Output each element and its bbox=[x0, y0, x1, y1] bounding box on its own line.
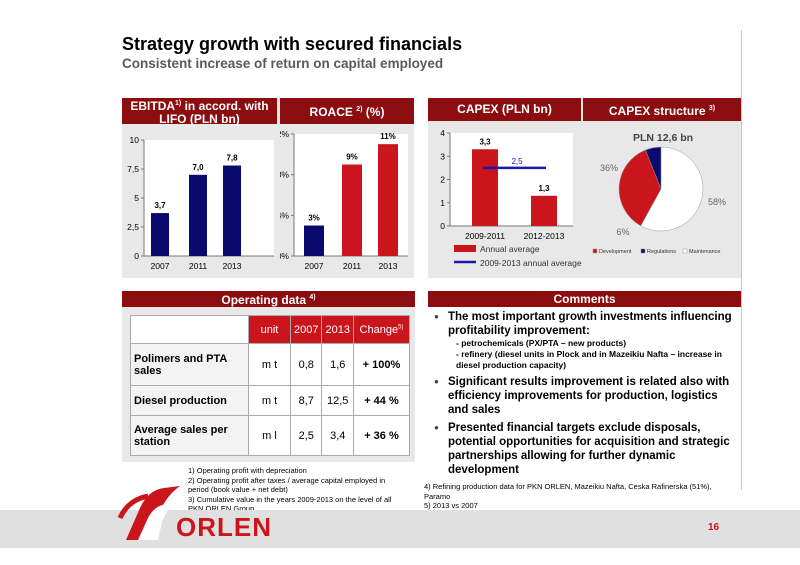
data-label: 7,0 bbox=[192, 163, 204, 172]
capex-structure-chart: PLN 12,6 bn 36% 6% 58% Development Regulation… bbox=[592, 132, 726, 255]
bar bbox=[342, 164, 362, 256]
pie-title: PLN 12,6 bn bbox=[633, 132, 693, 144]
footnotes-right: 4) Refining production data for PKN ORLE… bbox=[424, 482, 712, 510]
col-change: Change5) bbox=[352, 315, 411, 344]
data-label: 3,7 bbox=[154, 201, 166, 210]
bar bbox=[378, 144, 398, 256]
right-divider bbox=[741, 30, 742, 490]
y-tick-label: 0 bbox=[440, 221, 445, 231]
capex-chart: 0 1 2 3 4 3,3 2009-2011 1,3 2012-2013 2,5 Annual a… bbox=[440, 128, 582, 268]
x-tick-label: 2012-2013 bbox=[524, 231, 565, 241]
orlen-logo-icon bbox=[118, 486, 180, 540]
legend-swatch-bar bbox=[454, 245, 476, 252]
legend-label: 2009-2013 annual average bbox=[480, 258, 582, 268]
table-header-row: unit 2007 2013 Change5) bbox=[130, 315, 411, 344]
page-number: 16 bbox=[708, 522, 720, 533]
ebitda-chart: 0 2,5 5 7,5 10 3,7 2007 7,0 2011 7,8 2013 bbox=[127, 135, 274, 271]
data-label: 9% bbox=[346, 153, 358, 162]
bar bbox=[223, 165, 241, 256]
col-2013: 2013 bbox=[321, 315, 354, 344]
data-label: 1,3 bbox=[538, 184, 550, 193]
data-label: 3% bbox=[308, 214, 320, 223]
data-label: 3,3 bbox=[479, 137, 491, 146]
legend-swatch bbox=[640, 248, 646, 254]
table-row: Diesel production m t 8,7 12,5 + 44 % bbox=[130, 385, 411, 416]
legend-swatch bbox=[682, 248, 688, 254]
pie-slice-label: 6% bbox=[616, 227, 629, 237]
x-tick-label: 2011 bbox=[189, 261, 208, 271]
y-tick-label: 0% bbox=[280, 251, 289, 261]
pie-slice-label: 58% bbox=[708, 197, 726, 207]
page-title: Strategy growth with secured financials bbox=[122, 34, 463, 54]
legend-label: Maintenance bbox=[689, 249, 721, 255]
roace-chart: 0% 4% 8% 12% 3% 2007 9% 2011 11% 2013 bbox=[280, 129, 408, 271]
legend-label: Development bbox=[599, 249, 632, 255]
y-tick-label: 12% bbox=[280, 129, 289, 139]
bar bbox=[189, 174, 207, 256]
page-subtitle: Consistent increase of return on capital… bbox=[122, 56, 444, 71]
comments-list: The most important growth investments in… bbox=[432, 310, 740, 481]
data-label: 7,8 bbox=[226, 154, 238, 163]
bar bbox=[472, 149, 498, 226]
ebitda-header: EBITDA1) in accord. with LIFO (PLN bn) bbox=[122, 98, 277, 125]
x-tick-label: 2007 bbox=[151, 261, 170, 271]
col-unit: unit bbox=[248, 315, 291, 344]
x-tick-label: 2007 bbox=[305, 261, 324, 271]
x-tick-label: 2013 bbox=[223, 261, 242, 271]
legend-label: Annual average bbox=[480, 244, 540, 254]
legend-swatch bbox=[592, 248, 598, 254]
table-row: Polimers and PTA sales m t 0,8 1,6 + 100… bbox=[130, 343, 411, 386]
bar bbox=[531, 195, 557, 226]
list-item: Presented financial targets exclude disp… bbox=[432, 421, 740, 477]
bar bbox=[151, 213, 169, 256]
y-tick-label: 5 bbox=[134, 193, 139, 203]
y-tick-label: 2 bbox=[440, 175, 445, 185]
y-tick-label: 2,5 bbox=[127, 222, 139, 232]
col-2007: 2007 bbox=[289, 315, 323, 344]
y-tick-label: 7,5 bbox=[127, 164, 139, 174]
x-tick-label: 2009-2011 bbox=[465, 231, 505, 241]
y-tick-label: 10 bbox=[130, 135, 140, 145]
pie-slice-label: 36% bbox=[600, 163, 618, 173]
pie-slice bbox=[640, 146, 704, 232]
y-tick-label: 8% bbox=[280, 170, 289, 180]
pie-slice bbox=[645, 146, 662, 190]
y-tick-label: 4% bbox=[280, 210, 289, 220]
y-tick-label: 1 bbox=[440, 198, 445, 208]
orlen-wordmark: ORLEN bbox=[176, 512, 272, 542]
operating-data-header: Operating data 4) bbox=[122, 291, 415, 307]
y-tick-label: 4 bbox=[440, 128, 445, 138]
y-tick-label: 3 bbox=[440, 151, 445, 161]
list-item: Significant results improvement is relat… bbox=[432, 375, 740, 417]
footnotes-left: 1) Operating profit with depreciation 2)… bbox=[188, 466, 392, 513]
pie-slice bbox=[618, 149, 662, 227]
roace-header: ROACE 2) (%) bbox=[280, 98, 414, 124]
capex-structure-header: CAPEX structure 3) bbox=[583, 98, 741, 121]
x-tick-label: 2013 bbox=[379, 261, 398, 271]
x-tick-label: 2011 bbox=[343, 261, 362, 271]
legend-label: Regulations bbox=[647, 249, 676, 255]
data-label: 11% bbox=[380, 132, 396, 141]
comments-header: Comments bbox=[428, 291, 741, 307]
average-line-label: 2,5 bbox=[511, 157, 523, 166]
operating-data-table: unit 2007 2013 Change5) Polimers and PTA… bbox=[130, 315, 411, 456]
capex-header: CAPEX (PLN bn) bbox=[428, 98, 581, 121]
bar bbox=[304, 225, 324, 256]
table-row: Average sales per station m l 2,5 3,4 + … bbox=[130, 415, 411, 456]
y-tick-label: 0 bbox=[134, 251, 139, 261]
list-item: The most important growth investments in… bbox=[432, 310, 740, 371]
